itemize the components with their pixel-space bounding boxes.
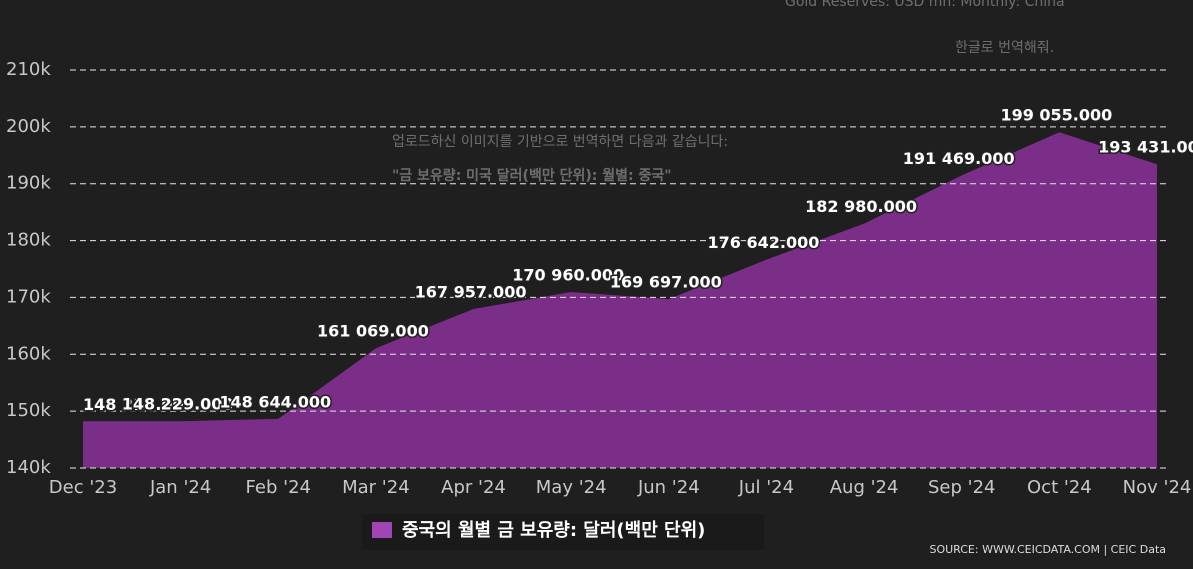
data-label: 167 957.000 (415, 283, 527, 302)
y-tick-label: 170k (6, 286, 51, 307)
x-tick-label: Oct '24 (1027, 477, 1092, 498)
data-label: 176 642.000 (708, 233, 820, 252)
legend-box (362, 514, 764, 550)
data-label: 148 644.000 (219, 392, 331, 411)
y-tick-label: 200k (6, 116, 51, 137)
legend-label: 중국의 월별 금 보유량: 달러(백만 단위) (402, 520, 705, 541)
source: SOURCE: WWW.CEICDATA.COM | CEIC Data (929, 543, 1166, 556)
area (83, 132, 1157, 468)
y-tick-label: 190k (6, 173, 51, 194)
data-label: 148 229.000 (122, 395, 234, 414)
y-tick-label: 140k (6, 457, 51, 478)
x-tick-label: Dec '23 (49, 477, 117, 498)
data-label: 182 980.000 (805, 197, 917, 216)
x-tick-label: Jan '24 (149, 477, 211, 498)
x-tick-label: Apr '24 (441, 477, 506, 498)
y-tick-label: 180k (6, 230, 51, 251)
y-tick-label: 150k (6, 400, 51, 421)
data-label: 199 055.000 (1000, 106, 1112, 125)
data-label: 161 069.000 (317, 322, 429, 341)
data-label: 169 697.000 (610, 273, 722, 292)
x-tick-label: Jul '24 (738, 477, 794, 498)
data-label: 170 960.000 (512, 265, 624, 284)
data-label: 191 469.000 (903, 149, 1015, 168)
annotation: 업로드하신 이미지를 기반으로 번역하면 다음과 같습니다: (392, 134, 728, 150)
legend-swatch (372, 522, 392, 538)
y-tick-label: 210k (6, 59, 51, 80)
x-tick-label: Sep '24 (928, 477, 996, 498)
x-tick-label: Nov '24 (1123, 477, 1192, 498)
x-tick-label: Aug '24 (830, 477, 899, 498)
x-tick-label: Feb '24 (246, 477, 311, 498)
x-tick-label: May '24 (536, 477, 607, 498)
annotation: Gold Reserves: USD mn: Monthly: China (785, 0, 1065, 10)
annotation: 한글로 번역해줘. (955, 40, 1054, 56)
x-tick-label: Mar '24 (342, 477, 410, 498)
data-label: 193 431.000 (1098, 138, 1193, 157)
x-tick-label: Jun '24 (637, 477, 700, 498)
data-label: 148 214.000 (83, 395, 195, 414)
annotation: "금 보유량: 미국 달러(백만 단위): 월별: 중국" (392, 167, 672, 184)
y-tick-label: 160k (6, 343, 51, 364)
